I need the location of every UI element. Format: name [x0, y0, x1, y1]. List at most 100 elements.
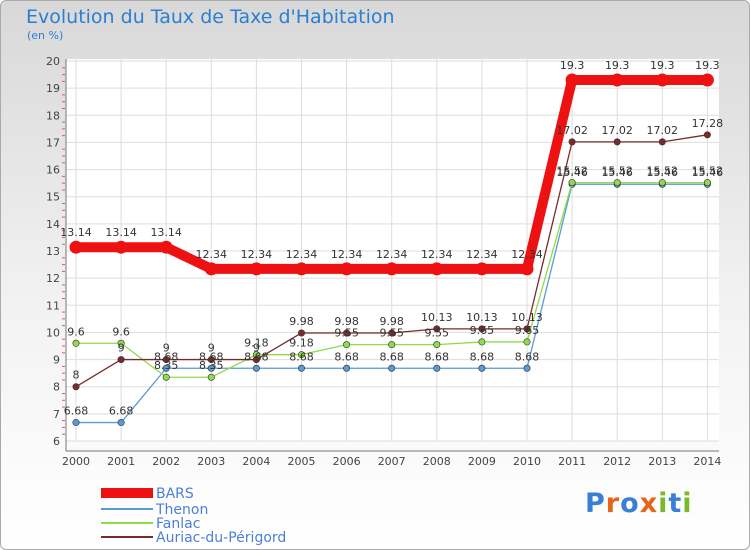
data-point-2 [433, 341, 441, 349]
data-label-0: 19.3 [650, 59, 675, 72]
data-label-1: 8.68 [425, 350, 450, 363]
data-label-1: 15.46 [692, 166, 724, 179]
data-point-2 [388, 341, 396, 349]
legend-swatch [101, 522, 153, 524]
x-tick-label: 2011 [558, 455, 586, 468]
y-tick-label: 10 [46, 326, 60, 339]
x-tick-label: 2001 [107, 455, 135, 468]
data-label-3: 9 [253, 342, 260, 355]
y-tick-label: 19 [46, 82, 60, 95]
data-label-3: 9.98 [379, 315, 404, 328]
data-point-2 [613, 179, 621, 187]
x-tick-label: 2006 [333, 455, 361, 468]
y-tick-label: 11 [46, 299, 60, 312]
data-point-0 [69, 240, 83, 254]
data-label-0: 13.14 [150, 226, 182, 239]
data-point-2 [478, 338, 486, 346]
x-tick-label: 2010 [513, 455, 541, 468]
data-point-0 [700, 73, 714, 87]
legend-swatch [101, 536, 153, 538]
data-point-2 [703, 179, 711, 187]
data-point-3 [568, 138, 576, 146]
x-tick-label: 2012 [603, 455, 631, 468]
x-tick-label: 2008 [423, 455, 451, 468]
legend-label: Fanlac [156, 516, 201, 532]
data-point-3 [478, 325, 486, 333]
data-point-1 [72, 419, 80, 427]
data-point-1 [297, 364, 305, 372]
data-label-2: 9.55 [379, 327, 404, 340]
data-point-1 [117, 419, 125, 427]
data-point-3 [523, 325, 531, 333]
data-point-3 [433, 325, 441, 333]
data-label-1: 8.68 [379, 350, 404, 363]
data-label-1: 6.68 [109, 405, 134, 418]
data-label-2: 9.18 [289, 337, 314, 350]
data-point-0 [204, 262, 218, 276]
data-point-0 [114, 240, 128, 254]
data-point-0 [340, 262, 354, 276]
data-label-0: 19.3 [605, 59, 630, 72]
data-point-3 [703, 131, 711, 139]
data-label-1: 6.68 [64, 405, 89, 418]
data-point-1 [388, 364, 396, 372]
data-point-0 [430, 262, 444, 276]
legend-label: Auriac-du-Périgord [156, 530, 287, 546]
data-point-0 [295, 262, 308, 276]
data-label-0: 12.34 [376, 248, 408, 261]
data-label-1: 15.46 [556, 166, 588, 179]
data-label-2: 15.52 [692, 165, 724, 178]
legend-label: Thenon [156, 502, 209, 518]
x-tick-label: 2013 [648, 455, 676, 468]
data-label-2: 9.6 [67, 325, 85, 338]
data-label-3: 9 [118, 342, 125, 355]
data-label-0: 12.34 [286, 248, 318, 261]
data-point-3 [658, 138, 666, 146]
y-tick-label: 16 [46, 164, 60, 177]
data-label-3: 9 [208, 342, 215, 355]
legend-swatch [101, 488, 153, 498]
data-label-0: 12.34 [241, 248, 273, 261]
data-label-3: 9.98 [289, 315, 314, 328]
y-tick-label: 8 [53, 381, 60, 394]
data-point-1 [523, 364, 531, 372]
legend-label: BARS [156, 486, 194, 502]
data-point-1 [478, 364, 486, 372]
data-point-0 [520, 262, 534, 276]
data-point-0 [475, 262, 489, 276]
data-label-0: 12.34 [331, 248, 363, 261]
data-point-1 [433, 364, 441, 372]
data-label-3: 17.02 [647, 124, 679, 137]
y-tick-label: 13 [46, 245, 60, 258]
data-point-0 [565, 73, 579, 87]
data-label-0: 12.34 [466, 248, 498, 261]
x-tick-label: 2005 [288, 455, 316, 468]
data-point-0 [655, 73, 669, 87]
data-point-2 [523, 338, 531, 346]
data-label-0: 12.34 [196, 248, 228, 261]
x-tick-label: 2000 [62, 455, 90, 468]
data-point-0 [610, 73, 624, 87]
data-point-0 [385, 262, 399, 276]
data-label-1: 8.68 [154, 350, 179, 363]
data-label-3: 9 [163, 342, 170, 355]
data-label-3: 10.13 [511, 311, 543, 324]
data-point-3 [117, 356, 125, 364]
data-point-3 [162, 356, 170, 364]
data-label-0: 19.3 [560, 59, 585, 72]
data-point-3 [297, 329, 305, 337]
data-label-3: 9.98 [334, 315, 359, 328]
data-point-3 [343, 329, 351, 337]
data-label-1: 8.68 [334, 350, 359, 363]
data-label-1: 15.46 [647, 166, 679, 179]
data-point-1 [343, 364, 351, 372]
y-tick-label: 18 [46, 109, 60, 122]
data-point-3 [388, 329, 396, 337]
data-label-0: 12.34 [511, 248, 543, 261]
data-point-3 [613, 138, 621, 146]
x-tick-label: 2003 [197, 455, 225, 468]
data-point-2 [162, 373, 170, 381]
data-label-1: 8.68 [470, 350, 495, 363]
data-label-2: 8.35 [154, 359, 179, 372]
